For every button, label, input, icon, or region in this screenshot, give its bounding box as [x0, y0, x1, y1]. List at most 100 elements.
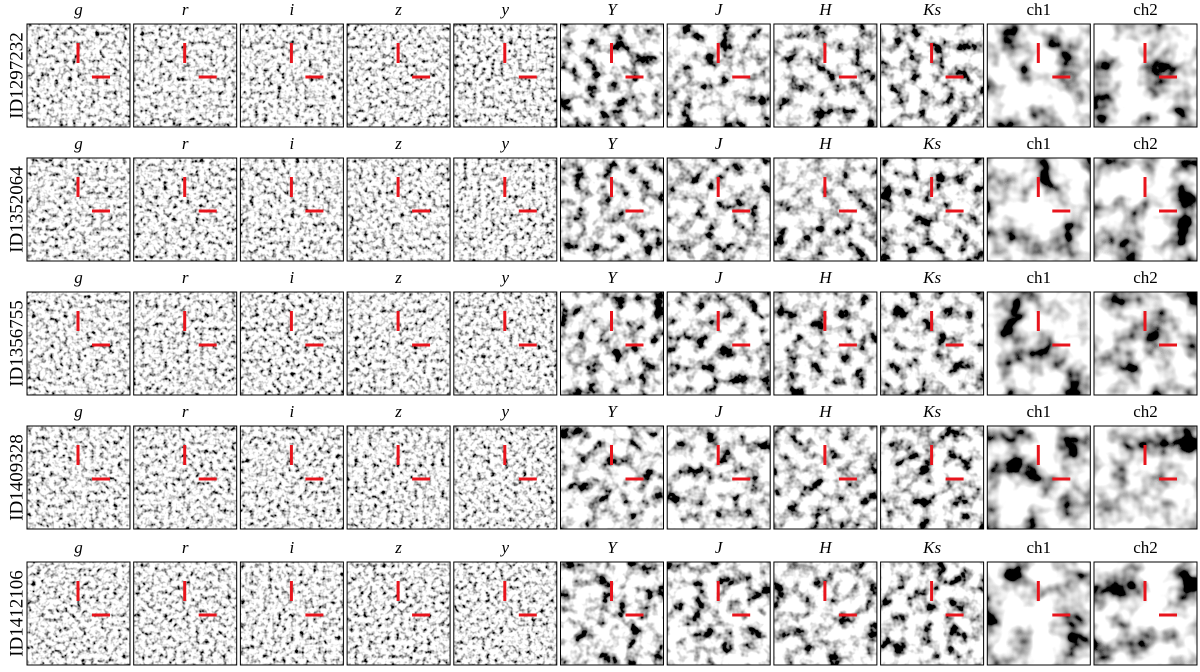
stamp-frame	[666, 157, 771, 262]
band-label: H	[818, 134, 833, 153]
stamp-frame	[666, 291, 771, 396]
band-label: ch2	[1133, 538, 1158, 557]
band-label: ch1	[1027, 134, 1052, 153]
stamp-frame	[560, 561, 664, 666]
stamp-row: ID1352064 g r i z y Y J H Ks ch1 ch2	[6, 134, 1198, 262]
image-stamp	[347, 158, 451, 261]
band-label: Y	[607, 538, 618, 557]
stamp-frame	[346, 425, 451, 530]
image-stamp	[133, 24, 237, 127]
stamp-row: ID1356755 g r i z y Y J H Ks ch1 ch2	[6, 268, 1198, 396]
image-stamp	[667, 158, 771, 261]
band-label: Y	[607, 268, 618, 287]
band-label: H	[818, 0, 833, 19]
stamp-frame	[986, 291, 1091, 396]
image-stamp	[27, 24, 130, 127]
stamp-row: ID1412106 g r i z y Y J H Ks ch1 ch2	[6, 538, 1198, 666]
stamp-frame	[773, 23, 878, 128]
band-label: z	[394, 538, 402, 557]
band-label: Ks	[922, 538, 941, 557]
stamp-frame	[133, 157, 238, 262]
image-stamp	[773, 562, 877, 665]
band-label: Ks	[922, 268, 941, 287]
stamp-frame	[880, 291, 985, 396]
stamp-frame	[26, 561, 131, 666]
stamp-frame	[773, 425, 878, 530]
stamp-frame	[239, 23, 344, 128]
stamp-frame	[666, 23, 771, 128]
image-stamp	[667, 24, 771, 127]
image-stamp	[560, 426, 664, 529]
image-stamp	[560, 24, 664, 127]
band-label: g	[74, 134, 83, 153]
stamp-frame	[453, 157, 558, 262]
band-label: J	[715, 538, 724, 557]
image-stamp	[133, 158, 237, 261]
stamp-frame	[453, 561, 558, 666]
stamp-frame	[1093, 425, 1198, 530]
stamp-frame	[239, 425, 344, 530]
image-stamp	[880, 426, 984, 529]
image-stamp	[1094, 426, 1197, 529]
band-label: ch1	[1027, 402, 1052, 421]
stamp-frame	[773, 291, 878, 396]
image-stamp	[453, 24, 557, 127]
image-stamp	[133, 292, 237, 395]
image-stamp	[560, 158, 664, 261]
stamp-frame	[666, 561, 771, 666]
band-label: ch1	[1027, 268, 1052, 287]
band-label: i	[290, 134, 295, 153]
image-stamp	[240, 158, 344, 261]
image-stamp	[453, 426, 557, 529]
image-stamp	[773, 426, 877, 529]
stamp-frame	[986, 425, 1091, 530]
band-label: ch2	[1133, 0, 1158, 19]
image-stamp	[27, 292, 130, 395]
stamp-row: ID1409328 g r i z y Y J H Ks ch1 ch2	[6, 402, 1198, 530]
stamp-row: ID1297232 g r i z y Y J H Ks ch1 ch2	[6, 0, 1198, 128]
band-label: y	[500, 538, 510, 557]
stamp-frame	[880, 561, 985, 666]
image-stamp	[453, 158, 557, 261]
image-stamp	[240, 562, 344, 665]
stamp-frame	[560, 291, 664, 396]
band-label: r	[182, 402, 189, 421]
band-label: ch2	[1133, 134, 1158, 153]
image-stamp	[1094, 158, 1197, 261]
object-id: ID1409328	[6, 434, 27, 521]
band-label: J	[715, 402, 724, 421]
image-stamp	[240, 24, 344, 127]
stamp-frame	[453, 425, 558, 530]
image-stamp	[773, 292, 877, 395]
stamp-frame	[26, 425, 131, 530]
image-stamp	[773, 24, 877, 127]
band-label: g	[74, 0, 83, 19]
stamp-frame	[560, 23, 664, 128]
band-label: Y	[607, 402, 618, 421]
image-stamp	[453, 292, 557, 395]
image-stamp	[1094, 24, 1197, 127]
image-stamp	[773, 158, 877, 261]
image-stamp	[880, 24, 984, 127]
stamp-frame	[26, 291, 131, 396]
stamp-frame	[666, 425, 771, 530]
band-label: z	[394, 134, 402, 153]
image-stamp	[240, 292, 344, 395]
stamp-frame	[239, 291, 344, 396]
band-label: H	[818, 402, 833, 421]
image-stamp	[347, 24, 451, 127]
stamp-frame	[26, 23, 131, 128]
image-stamp	[347, 292, 451, 395]
object-id: ID1352064	[6, 166, 27, 253]
stamp-frame	[880, 23, 985, 128]
image-stamp	[133, 562, 237, 665]
band-label: i	[290, 402, 295, 421]
stamp-frame	[1093, 157, 1198, 262]
band-label: ch1	[1027, 538, 1052, 557]
stamp-frame	[880, 157, 985, 262]
band-label: Ks	[922, 402, 941, 421]
stamp-frame	[133, 23, 238, 128]
image-stamp	[1094, 292, 1197, 395]
stamp-frame	[1093, 561, 1198, 666]
image-stamp	[880, 292, 984, 395]
